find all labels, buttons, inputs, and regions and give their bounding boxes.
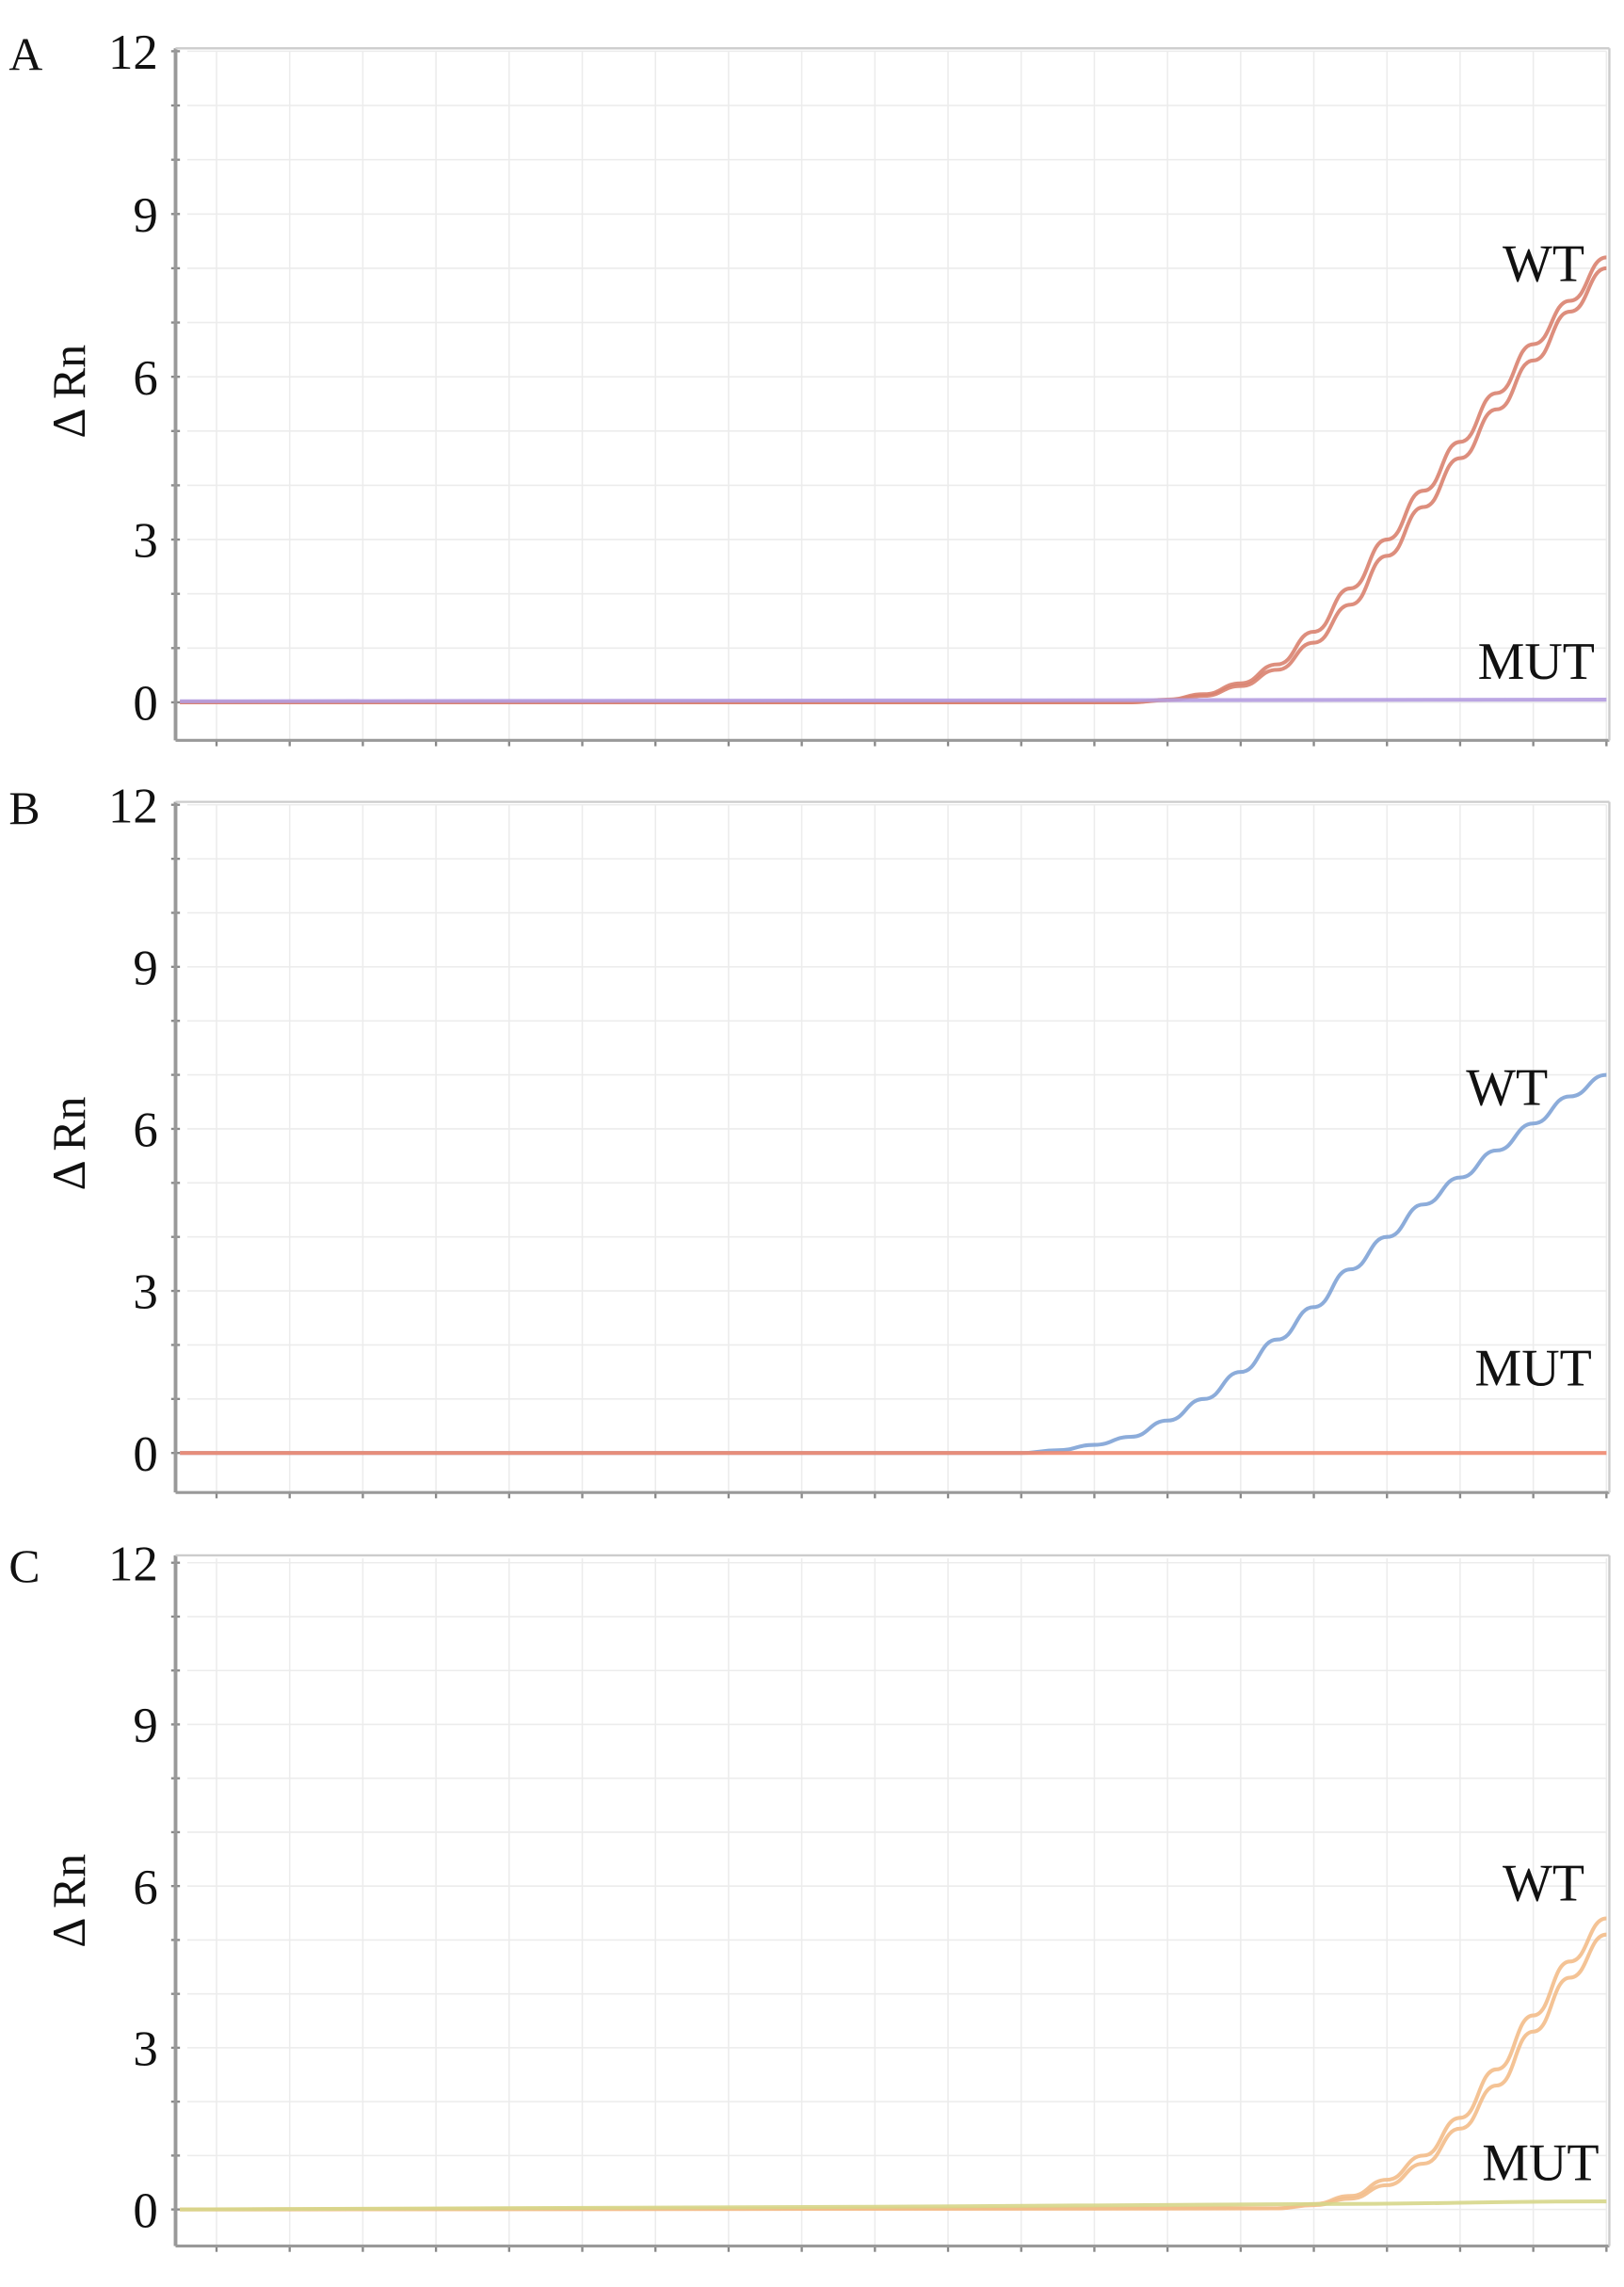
series-line-wt-replicate [180, 266, 1607, 704]
y-axis-label: Δ Rn [43, 1854, 95, 1948]
y-tick-label: 12 [108, 779, 158, 833]
series-line-mut [180, 2199, 1607, 2212]
y-tick-label: 12 [108, 1537, 158, 1591]
panel-label: B [8, 782, 40, 834]
y-tick-label: 6 [133, 351, 157, 406]
y-tick-label: 3 [133, 1265, 157, 1320]
plot-area [175, 1554, 1610, 2247]
series-line-mut [180, 698, 1607, 703]
chart-panel-a: 0 3 6 9 12 A Δ Rn WT MUT [8, 25, 1611, 747]
panel-label: A [8, 29, 42, 81]
y-tick-label: 0 [133, 1427, 157, 1482]
y-tick-label: 9 [133, 1699, 157, 1753]
annotation-wt: WT [1503, 234, 1584, 293]
y-tick-label: 6 [133, 1103, 157, 1158]
y-tick-label: 9 [133, 188, 157, 243]
chart-panel-c: 0 3 6 9 12 C Δ Rn WT MUT [8, 1537, 1611, 2252]
annotation-mut: MUT [1474, 1340, 1591, 1398]
y-tick-label: 12 [108, 25, 158, 80]
y-tick-label: 0 [133, 2183, 157, 2238]
y-axis-label: Δ Rn [43, 345, 95, 439]
y-tick-label: 3 [133, 514, 157, 569]
y-axis-label: Δ Rn [43, 1097, 95, 1191]
annotation-mut: MUT [1478, 633, 1595, 691]
y-tick-label: 3 [133, 2022, 157, 2077]
plot-area [175, 48, 1610, 741]
annotation-mut: MUT [1482, 2134, 1599, 2193]
annotation-wt: WT [1466, 1058, 1548, 1117]
y-tick-label: 6 [133, 1860, 157, 1915]
chart-panel-b: 0 3 6 9 12 B Δ Rn WT MUT [8, 779, 1611, 1499]
panel-label: C [8, 1540, 40, 1592]
y-tick-label: 0 [133, 677, 157, 732]
plot-area [175, 801, 1610, 1493]
y-tick-label: 9 [133, 941, 157, 995]
annotation-wt: WT [1503, 1855, 1584, 1913]
